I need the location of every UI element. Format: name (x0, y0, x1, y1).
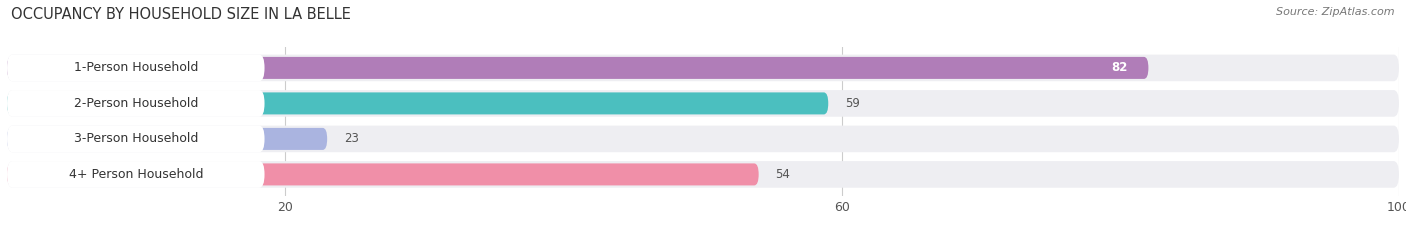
Text: 54: 54 (775, 168, 790, 181)
FancyBboxPatch shape (7, 55, 1399, 81)
FancyBboxPatch shape (7, 90, 1399, 117)
FancyBboxPatch shape (7, 128, 328, 150)
Text: 23: 23 (344, 132, 359, 145)
FancyBboxPatch shape (7, 161, 1399, 188)
Text: 82: 82 (1111, 62, 1128, 74)
Text: Source: ZipAtlas.com: Source: ZipAtlas.com (1277, 7, 1395, 17)
Text: 2-Person Household: 2-Person Household (73, 97, 198, 110)
Text: 3-Person Household: 3-Person Household (73, 132, 198, 145)
FancyBboxPatch shape (7, 126, 264, 152)
FancyBboxPatch shape (7, 163, 759, 185)
Text: 59: 59 (845, 97, 860, 110)
Text: OCCUPANCY BY HOUSEHOLD SIZE IN LA BELLE: OCCUPANCY BY HOUSEHOLD SIZE IN LA BELLE (11, 7, 352, 22)
FancyBboxPatch shape (7, 93, 828, 114)
FancyBboxPatch shape (7, 126, 1399, 152)
FancyBboxPatch shape (7, 90, 264, 117)
FancyBboxPatch shape (7, 55, 264, 81)
Text: 4+ Person Household: 4+ Person Household (69, 168, 202, 181)
FancyBboxPatch shape (7, 161, 264, 188)
Text: 1-Person Household: 1-Person Household (73, 62, 198, 74)
FancyBboxPatch shape (7, 57, 1149, 79)
